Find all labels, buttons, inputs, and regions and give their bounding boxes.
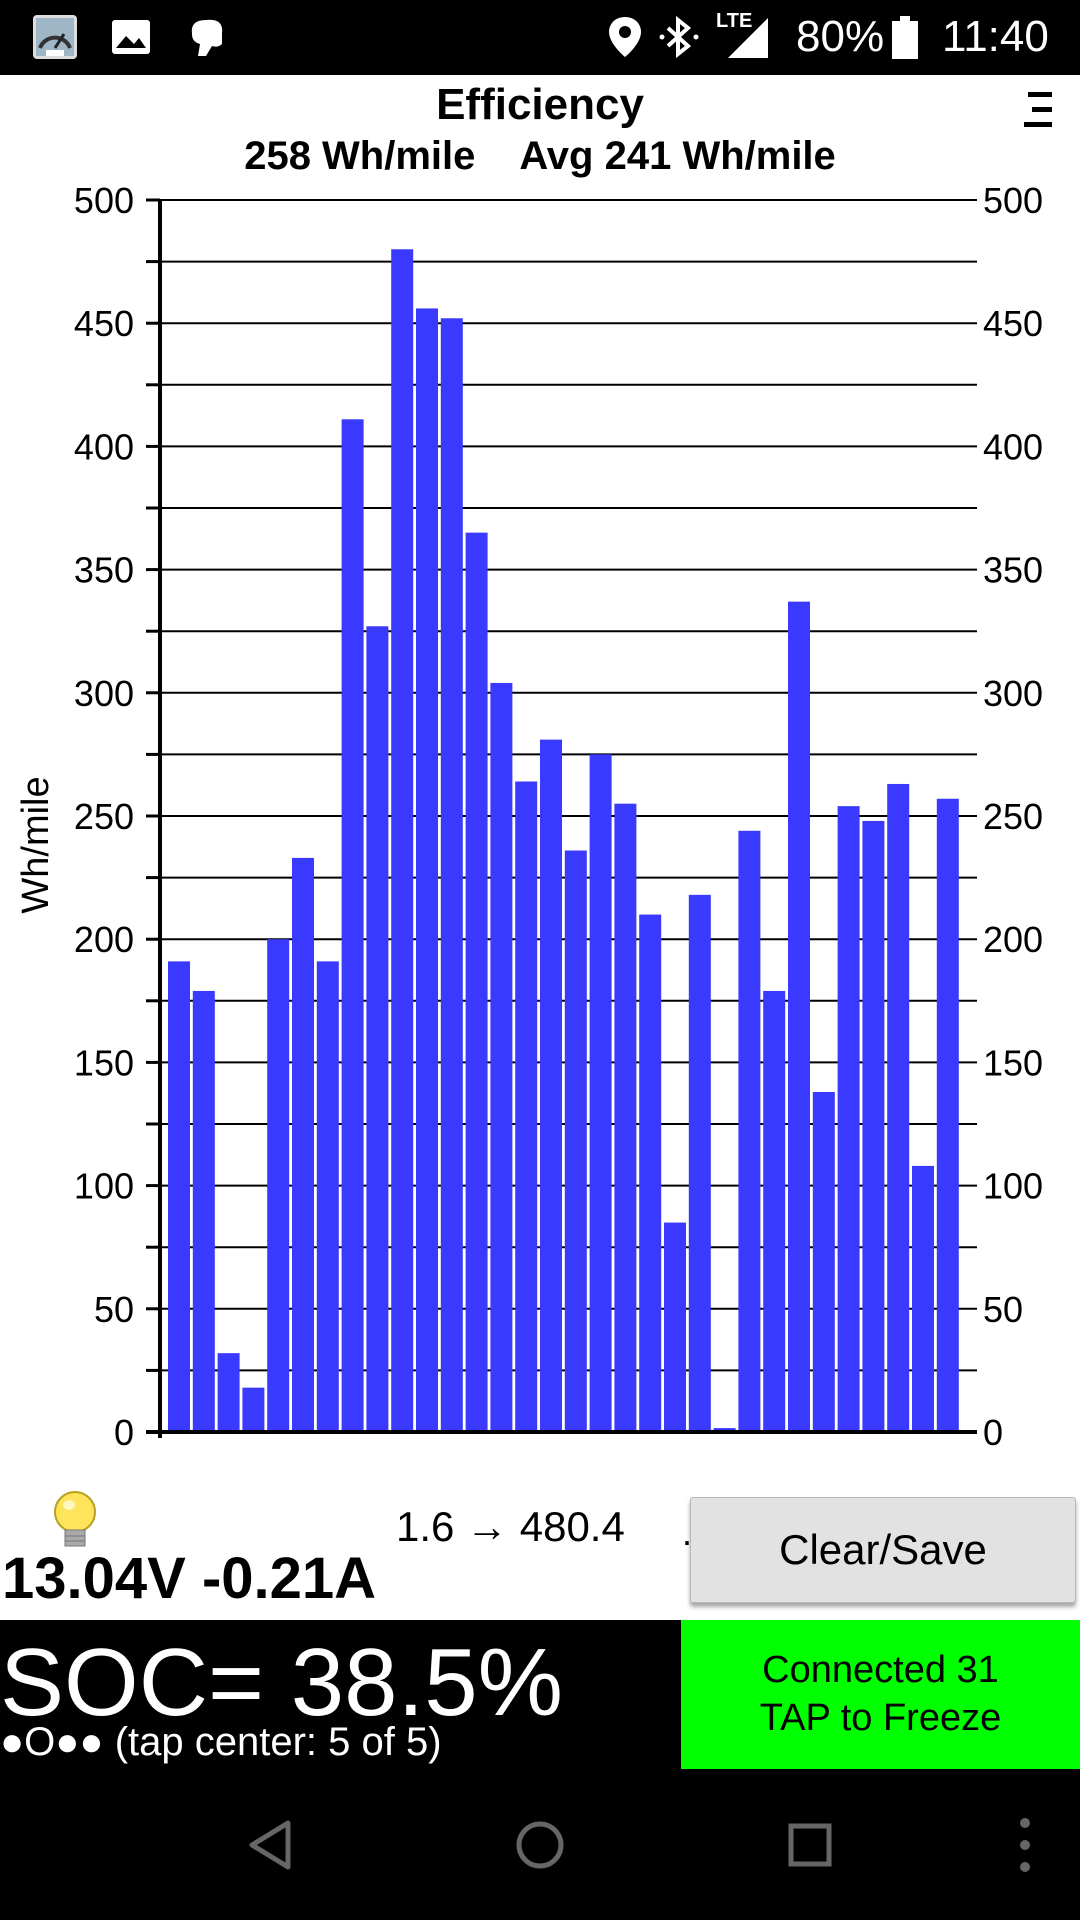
chart-bar	[316, 961, 339, 1432]
home-button[interactable]	[490, 1770, 590, 1920]
y-tick-label-right: 450	[983, 303, 1043, 344]
y-tick-label-left: 200	[74, 919, 134, 960]
y-tick-label-right: 50	[983, 1289, 1023, 1330]
y-tick-label-left: 350	[74, 550, 134, 591]
chart-bar	[515, 781, 538, 1432]
y-tick-label-left: 250	[74, 796, 134, 837]
location-icon	[609, 17, 641, 57]
chart-bar	[267, 939, 290, 1432]
chart-bar	[292, 857, 314, 1432]
more-button[interactable]	[1000, 1770, 1050, 1920]
y-tick-label-right: 250	[983, 796, 1043, 837]
clear-save-button[interactable]: Clear/Save	[690, 1497, 1076, 1603]
back-icon	[249, 1820, 291, 1870]
chart-bar	[490, 682, 513, 1432]
chart-bar	[192, 990, 215, 1432]
chart-bar	[688, 894, 711, 1432]
chart-bar	[837, 806, 860, 1432]
chart-bar	[763, 990, 786, 1432]
recents-icon	[788, 1823, 832, 1867]
y-tick-label-right: 0	[983, 1412, 1003, 1450]
chart-bar	[664, 1222, 686, 1432]
chart-title: Efficiency	[436, 80, 644, 129]
home-icon	[516, 1821, 564, 1869]
clock: 11:40	[942, 12, 1049, 61]
dot-text: .	[682, 1512, 693, 1553]
more-icon	[1020, 1818, 1030, 1872]
y-tick-label-left: 450	[74, 303, 134, 344]
connection-status-button[interactable]: Connected 31 TAP to Freeze	[681, 1620, 1080, 1769]
average-efficiency: Avg 241 Wh/mile	[519, 134, 836, 178]
battery-icon	[892, 16, 918, 59]
y-tick-label-right: 300	[983, 673, 1043, 714]
signal-lte-icon	[728, 18, 768, 58]
chart-bar	[341, 419, 364, 1432]
range-text: 1.6 → 480.4	[396, 1503, 625, 1550]
navigation-bar	[0, 1770, 1080, 1920]
y-tick-label-left: 50	[94, 1289, 134, 1330]
y-axis-label: Wh/mile	[15, 776, 57, 913]
voltage-current: 13.04V -0.21A	[2, 1546, 377, 1611]
hand-icon	[191, 19, 223, 56]
page-indicator[interactable]: ●O●● (tap center: 5 of 5)	[0, 1720, 442, 1764]
status-bar: LTE 80% 11:40	[0, 0, 1080, 75]
y-tick-label-right: 400	[983, 426, 1043, 467]
current-efficiency: 258 Wh/mile	[244, 134, 476, 178]
connection-status-line2: TAP to Freeze	[759, 1697, 1002, 1739]
bluetooth-icon	[659, 15, 699, 59]
efficiency-bar-chart: 0 50 100 150 200 250 300 350 400 450 500 0 50 100 150…	[15, 180, 1043, 1450]
y-tick-label-left: 100	[74, 1166, 134, 1207]
speedometer-app-icon	[33, 15, 77, 59]
chart-bar	[540, 739, 562, 1432]
chart-bar	[465, 532, 488, 1432]
y-tick-label-right: 150	[983, 1042, 1043, 1083]
chart-bar	[887, 783, 910, 1432]
chart-bar	[912, 1165, 934, 1432]
y-tick-label-left: 500	[74, 180, 134, 221]
y-tick-labels-right: 0 50 100 150 200 250 300 350 400 450 500	[983, 180, 1043, 1450]
y-tick-label-right: 100	[983, 1166, 1043, 1207]
y-tick-label-right: 200	[983, 919, 1043, 960]
chart-bar	[738, 830, 761, 1432]
chart-axes	[146, 198, 977, 1438]
chart-bar	[440, 318, 463, 1433]
y-tick-label-right: 350	[983, 550, 1043, 591]
chart-bar	[242, 1387, 265, 1432]
chart-bar	[812, 1091, 835, 1432]
y-tick-labels-left: 0 50 100 150 200 250 300 350 400 450 500	[74, 180, 134, 1450]
chart-bar	[217, 1353, 240, 1432]
chart-bar	[366, 626, 389, 1432]
chart-bars	[168, 249, 959, 1433]
soc-readout[interactable]: SOC= 38.5%	[0, 1629, 563, 1736]
y-tick-label-right: 500	[983, 180, 1043, 221]
chart-bar	[614, 803, 637, 1432]
battery-percent: 80%	[796, 12, 885, 61]
chart-bar	[564, 850, 587, 1432]
chart-bar	[416, 308, 438, 1432]
chart-bar	[862, 820, 885, 1432]
recents-button[interactable]	[760, 1770, 860, 1920]
connection-status-line1: Connected 31	[762, 1649, 999, 1691]
chart-bar	[936, 798, 959, 1432]
chart-bar	[168, 961, 190, 1432]
image-icon	[112, 20, 150, 54]
lte-label: LTE	[716, 10, 753, 32]
back-button[interactable]	[220, 1770, 320, 1920]
chart-bar	[639, 914, 662, 1432]
menu-icon[interactable]	[1024, 92, 1052, 128]
y-tick-label-left: 300	[74, 673, 134, 714]
chart-bar	[788, 601, 810, 1432]
y-tick-label-left: 150	[74, 1042, 134, 1083]
chart-bar	[391, 249, 414, 1432]
y-tick-label-left: 0	[114, 1412, 134, 1450]
lightbulb-icon[interactable]	[50, 1490, 100, 1554]
y-tick-label-left: 400	[74, 426, 134, 467]
chart-bar	[589, 754, 612, 1432]
chart-subtitle: 258 Wh/mile Avg 241 Wh/mile	[0, 134, 1080, 179]
